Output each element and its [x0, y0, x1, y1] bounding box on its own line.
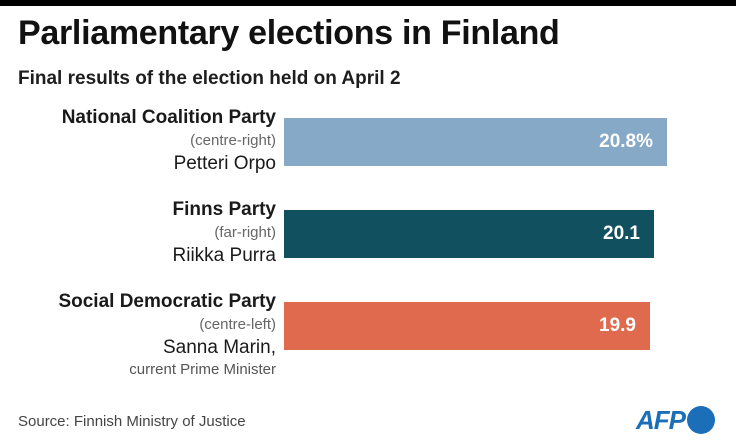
chart-title: Parliamentary elections in Finland: [18, 14, 560, 52]
party-leader: Sanna Marin,: [162, 337, 276, 358]
source-note: Source: Finnish Ministry of Justice: [18, 413, 246, 430]
bar-value-label: 20.8%: [599, 131, 653, 152]
top-rule: [0, 0, 736, 6]
bar: 20.8%: [284, 118, 667, 166]
chart-subtitle: Final results of the election held on Ap…: [18, 68, 401, 89]
afp-logo: AFP: [636, 403, 715, 437]
party-leader: Petteri Orpo: [173, 153, 276, 174]
bar-value-label: 19.9: [599, 315, 636, 336]
party-name: Social Democratic Party: [58, 291, 276, 312]
bar: 20.1: [284, 210, 654, 258]
party-note: current Prime Minister: [129, 361, 276, 378]
bar-value-label: 20.1: [603, 223, 640, 244]
party-label: National Coalition Party (centre-right) Pe…: [62, 106, 276, 176]
bar: 19.9: [284, 302, 650, 350]
party-label: Finns Party (far-right) Riikka Purra: [173, 198, 276, 268]
party-name: Finns Party: [172, 199, 276, 220]
party-lean: (centre-right): [190, 132, 276, 149]
afp-logo-text: AFP: [636, 404, 686, 435]
party-label: Social Democratic Party (centre-left) Sann…: [58, 290, 276, 380]
afp-logo-dot: [687, 406, 715, 434]
party-lean: (far-right): [214, 224, 276, 241]
party-leader: Riikka Purra: [172, 245, 276, 266]
party-name: National Coalition Party: [61, 107, 276, 128]
party-lean: (centre-left): [199, 316, 276, 333]
